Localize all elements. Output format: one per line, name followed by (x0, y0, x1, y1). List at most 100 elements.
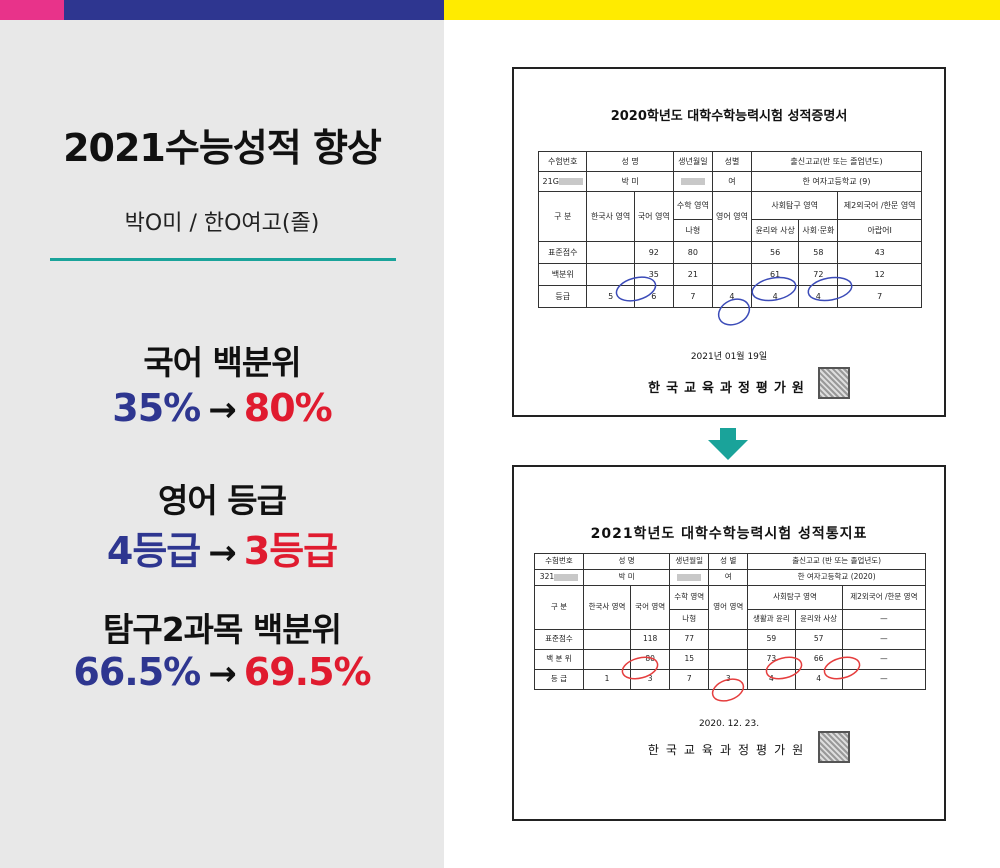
cell: 3 (708, 669, 749, 690)
cell: 4 (794, 669, 843, 690)
cell: 7 (669, 669, 710, 690)
row-label: 등급 (537, 285, 588, 308)
cell: 4 (798, 285, 839, 308)
doc-date: 2021년 01월 19일 (690, 352, 768, 362)
col-foreign: 제2외국어 /한문 영역 (837, 191, 922, 220)
student-subtitle: 박O미 / 한O여고(졸) (124, 211, 320, 236)
name-value: 박 미 (582, 569, 671, 586)
official-seal-icon (818, 367, 850, 399)
down-arrow-icon (708, 428, 748, 460)
cell: 3 (630, 669, 671, 690)
stat-from: 4등급 (106, 529, 201, 573)
stat-to: 69.5% (243, 650, 372, 694)
summary-panel (0, 20, 444, 868)
cell (586, 241, 635, 264)
header-exam-no: 수험번호 (534, 553, 584, 570)
stat-to: 3등급 (243, 529, 338, 573)
header-name: 성 명 (586, 151, 674, 172)
table-row: 등급 5 6 7 4 4 4 7 (537, 285, 922, 308)
table-row: 등 급 1 3 7 3 4 4 — (534, 669, 927, 690)
doc-issuer: 한국교육과정평가원 (648, 381, 810, 396)
sex-value: 여 (711, 171, 753, 192)
header-birth: 생년월일 (669, 553, 710, 570)
score-table: 수험번호 성 명 생년월일 성 별 출신고교 (반 또는 졸업년도) 321 박… (534, 553, 927, 690)
stat-label-korean: 국어 백분위 (143, 343, 301, 382)
cell: 7 (672, 285, 713, 308)
page-title: 2021수능성적 향상 (63, 126, 382, 170)
col-english: 영어 영역 (708, 585, 749, 630)
table-row: 표준점수 118 77 59 57 — (534, 629, 927, 650)
cell: 56 (750, 241, 800, 264)
cell: 58 (798, 241, 839, 264)
row-label: 표준점수 (534, 629, 584, 650)
doc-title: 2020학년도 대학수학능력시험 성적증명서 (610, 109, 848, 124)
sex-value: 여 (708, 569, 749, 586)
cell: 72 (798, 263, 839, 286)
cell: 15 (669, 649, 710, 670)
score-certificate-2020: 2020학년도 대학수학능력시험 성적증명서 수험번호 성 명 생년월일 성별 … (512, 67, 946, 417)
cell: 12 (837, 263, 922, 286)
table-row: 백분위 35 21 61 72 12 (537, 263, 922, 286)
col-korhist: 한국사 영역 (586, 191, 635, 242)
col-korhist: 한국사 영역 (582, 585, 632, 630)
header-exam-no: 수험번호 (537, 151, 588, 172)
exam-no-value: 321 (534, 569, 584, 586)
col-sub2: 사회·문화 (798, 219, 839, 242)
col-foreign-sub: — (841, 609, 927, 630)
cell: — (841, 629, 927, 650)
doc-issuer: 한국교육과정평가원 (647, 743, 811, 757)
col-gubun: 구 분 (537, 191, 588, 242)
cell: — (841, 649, 927, 670)
accent-bar-yellow (444, 0, 1000, 20)
header-sex: 성별 (711, 151, 753, 172)
accent-bar-pink (0, 0, 64, 20)
cell: 4 (711, 285, 753, 308)
stat-from: 35% (112, 386, 201, 430)
cell: 4 (750, 285, 800, 308)
school-value: 한 여자고등학교 (2020) (747, 569, 926, 586)
cell: 7 (837, 285, 922, 308)
row-label: 등 급 (534, 669, 584, 690)
birth-value (672, 171, 713, 192)
cell: 4 (747, 669, 796, 690)
cell (711, 263, 753, 286)
stat-values-english: 4등급 → 3등급 (0, 520, 444, 575)
cell (711, 241, 753, 264)
cell: 35 (633, 263, 674, 286)
col-foreign-sub: 아랍어Ⅰ (837, 219, 922, 242)
doc-title: 2021학년도 대학수학능력시험 성적통지표 (590, 526, 868, 542)
table-row: 백 분 위 80 15 73 66 — (534, 649, 927, 670)
col-sub2: 윤리와 사상 (794, 609, 843, 630)
header-school: 출신고교(반 또는 졸업년도) (751, 151, 922, 172)
right-arrow-icon: → (208, 654, 236, 694)
cell: 61 (750, 263, 800, 286)
stat-from: 66.5% (73, 650, 201, 694)
cell: 1 (582, 669, 632, 690)
col-gubun: 구 분 (534, 585, 584, 630)
cell: 59 (747, 629, 796, 650)
name-value: 박 미 (586, 171, 674, 192)
cell: — (841, 669, 927, 690)
cell: 73 (747, 649, 796, 670)
col-math: 수학 영역 (669, 585, 710, 610)
stat-values-inquiry: 66.5% → 69.5% (0, 650, 444, 694)
row-label: 백분위 (537, 263, 588, 286)
col-math-type: 나형 (672, 219, 713, 242)
col-foreign: 제2외국어 /한문 영역 (841, 585, 927, 610)
col-sub1: 생활과 윤리 (747, 609, 796, 630)
cell: 118 (630, 629, 671, 650)
cell: 21 (672, 263, 713, 286)
header-school: 출신고교 (반 또는 졸업년도) (747, 553, 926, 570)
right-arrow-icon: → (208, 390, 236, 430)
cell: 57 (794, 629, 843, 650)
col-sub1: 윤리와 사상 (750, 219, 800, 242)
cell (586, 263, 635, 286)
row-label: 표준점수 (537, 241, 588, 264)
col-social: 사회탐구 영역 (747, 585, 843, 610)
cell: 92 (633, 241, 674, 264)
doc-date: 2020. 12. 23. (698, 719, 760, 729)
accent-bar-navy (64, 0, 444, 20)
table-row: 표준점수 92 80 56 58 43 (537, 241, 922, 264)
cell (708, 649, 749, 670)
col-math-type: 나형 (669, 609, 710, 630)
